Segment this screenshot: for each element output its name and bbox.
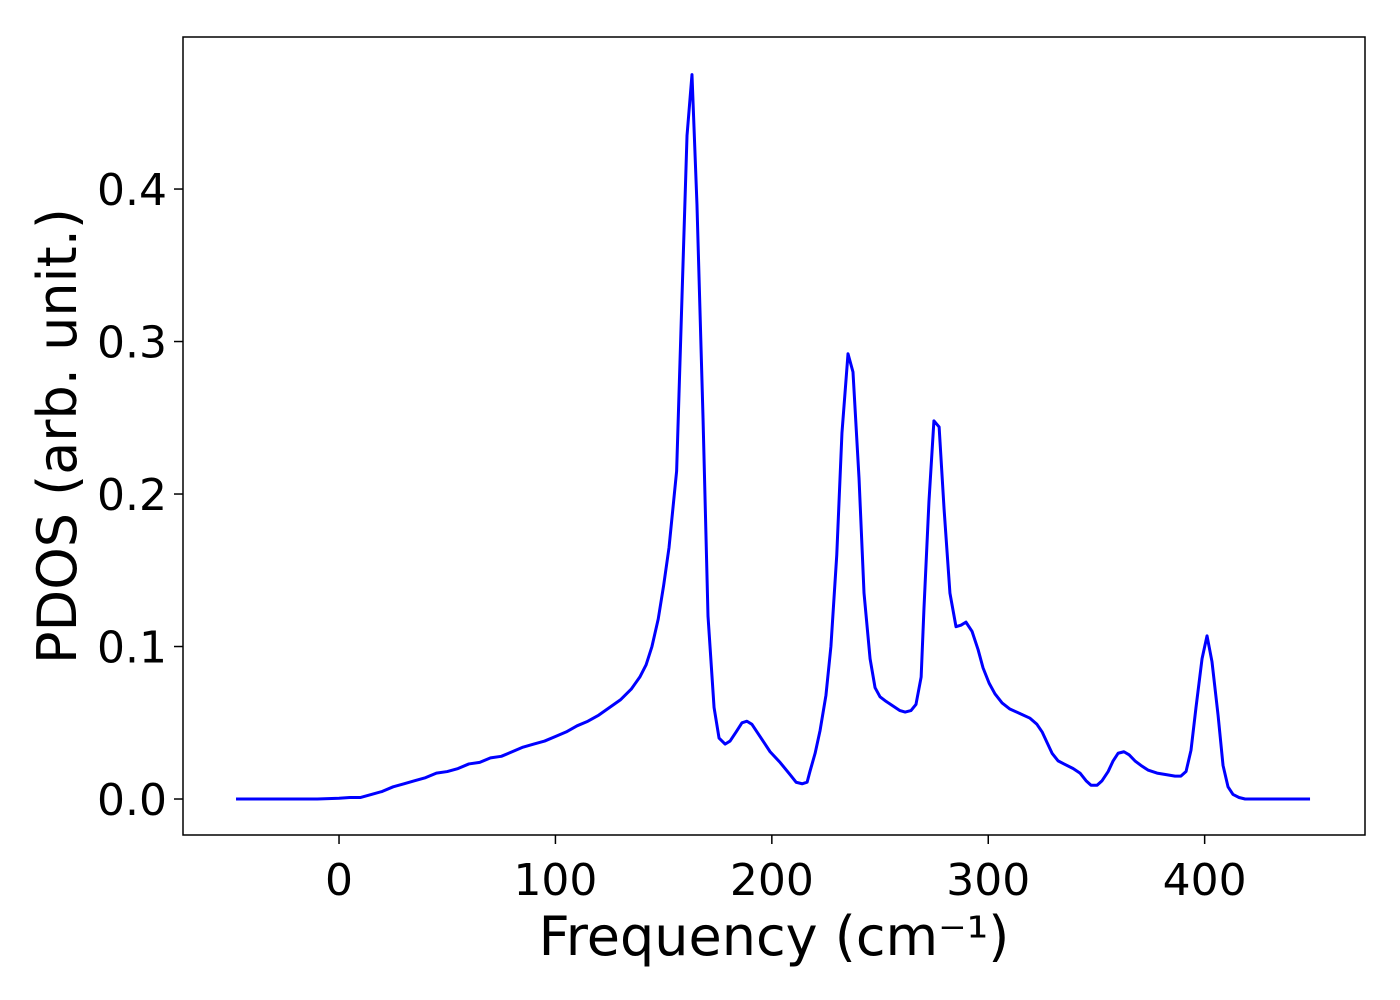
x-tick-label: 300 [946,855,1030,906]
x-tick-label: 0 [325,855,353,906]
x-tick-label: 200 [730,855,814,906]
x-tick-label: 100 [513,855,597,906]
y-tick-label: 0.0 [97,775,167,826]
x-axis-label: Frequency (cm⁻¹) [539,905,1010,968]
y-axis-label: PDOS (arb. unit.) [26,208,89,664]
y-tick-label: 0.2 [97,470,167,521]
plot-frame [182,36,1366,836]
x-tick-label: 400 [1163,855,1247,906]
y-tick-label: 0.1 [97,623,167,674]
y-tick-label: 0.3 [97,318,167,369]
y-tick-label: 0.4 [97,165,167,216]
pdos-line [236,73,1311,801]
